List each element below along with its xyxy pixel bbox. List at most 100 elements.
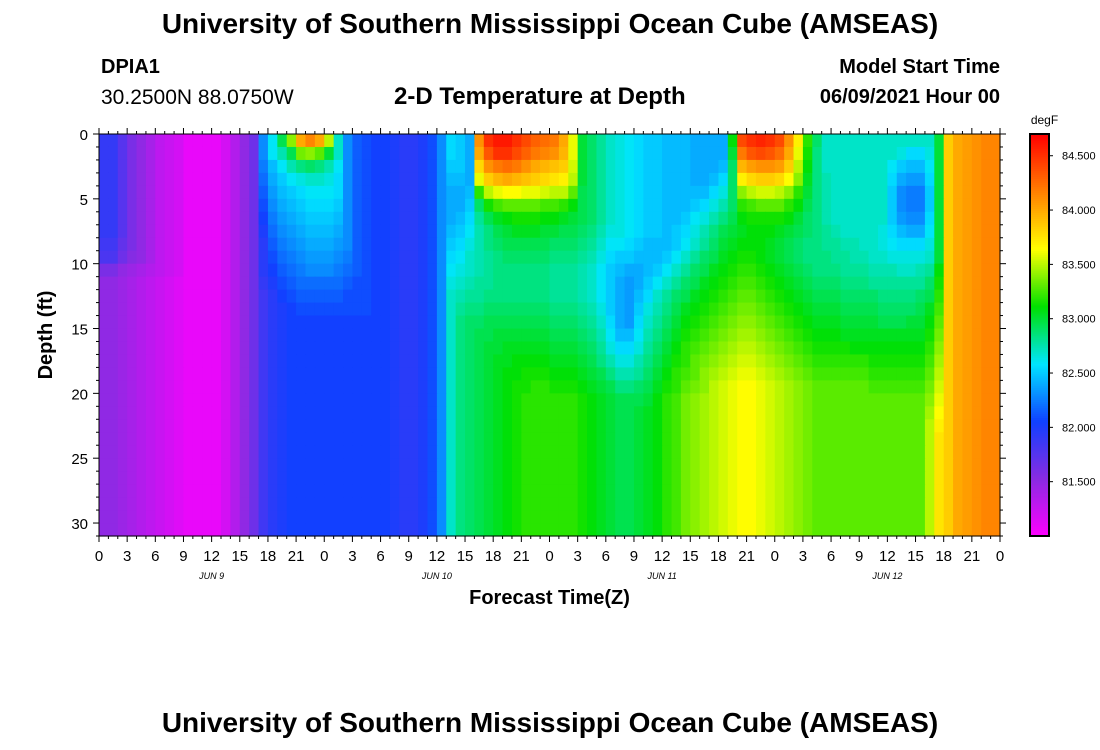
heat-cell [465,159,476,174]
x-tick-label: 18 [260,548,277,565]
heat-cell [812,510,823,524]
heat-cell [802,263,813,278]
heat-cell [821,289,832,304]
colorbar-segment [1030,264,1049,268]
heat-cell [812,302,823,317]
heat-cell [774,458,785,472]
heat-cell [896,237,907,252]
heat-cell [943,497,954,511]
heat-cell [493,471,504,485]
heat-cell [211,250,222,265]
heat-cell [352,172,363,187]
heat-cell [446,315,457,330]
heat-cell [746,432,757,446]
heat-cell [868,134,879,148]
colorbar-segment [1030,391,1049,394]
heat-cell [793,354,804,369]
heat-cell [868,406,879,420]
heat-cell [502,484,513,498]
heat-cell [389,341,400,356]
heat-cell [239,445,250,459]
heat-cell [211,185,222,200]
heat-cell [943,432,954,446]
heat-cell [971,432,982,446]
heat-cell [333,484,344,498]
heat-cell [624,419,635,433]
heat-cell [962,276,973,291]
colorbar-segment [1030,168,1049,171]
heat-cell [943,250,954,265]
heat-cell [202,172,213,187]
heat-cell [164,302,175,317]
heat-cell [577,458,588,472]
heat-cell [784,159,795,174]
heat-cell [343,134,354,148]
heat-cell [277,315,288,330]
heat-cell [502,354,513,369]
heat-cell [108,302,119,317]
heat-cell [662,484,673,498]
heat-cell [352,328,363,343]
heat-cell [596,237,607,252]
heat-cell [568,406,579,420]
heat-cell [164,458,175,472]
heat-cell [192,146,203,161]
heat-cell [981,510,992,524]
heat-cell [277,354,288,369]
heat-cell [540,172,551,187]
heat-cell [859,276,870,291]
heat-cell [680,341,691,356]
heat-cell [418,393,429,407]
heat-cell [605,354,616,369]
heat-cell [183,393,194,407]
heat-cell [793,302,804,317]
heat-cell [371,328,382,343]
heat-cell [530,432,541,446]
heat-cell [296,276,307,291]
heat-cell [812,134,823,148]
colorbar-tick-label: 82.500 [1062,368,1096,380]
heat-cell [408,406,419,420]
heat-cell [202,523,213,537]
heat-cell [727,471,738,485]
heat-cell [549,263,560,278]
heat-cell [483,523,494,537]
heat-cell [906,315,917,330]
heat-cell [990,289,1001,304]
heat-cell [662,458,673,472]
heat-cell [549,185,560,200]
heat-cell [540,432,551,446]
heat-cell [108,393,119,407]
colorbar-segment [1030,214,1049,218]
heat-cell [305,406,316,420]
heat-cell [389,302,400,317]
heat-cell [755,185,766,200]
heat-cell [99,185,109,200]
heat-cell [690,315,701,330]
heat-cell [662,172,673,187]
heat-cell [953,354,964,369]
heat-cell [690,263,701,278]
heat-cell [831,471,842,485]
heat-cell [605,276,616,291]
heat-cell [906,211,917,226]
heat-cell [727,134,738,148]
heat-cell [924,471,935,485]
heat-cell [737,159,748,174]
heat-cell [493,250,504,265]
colorbar-segment [1030,162,1049,165]
heat-cell [671,146,682,161]
heat-cell [99,354,109,369]
heat-cell [99,341,109,356]
heat-cell [540,146,551,161]
heat-cell [211,315,222,330]
heat-cell [296,172,307,187]
heat-cell [737,367,748,381]
heat-cell [727,445,738,459]
heat-cell [436,497,447,511]
heat-cell [305,471,316,485]
heat-cell [709,445,720,459]
heat-cell [812,432,823,446]
heat-cell [896,354,907,369]
heat-cell [821,185,832,200]
